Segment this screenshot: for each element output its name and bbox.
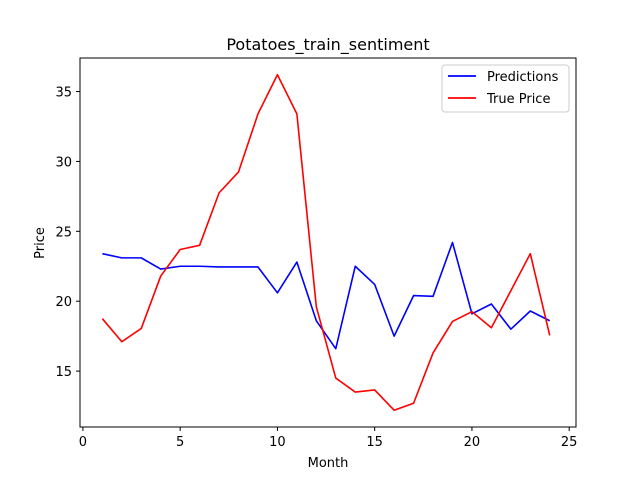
x-tick-label: 25 [561, 435, 578, 450]
x-axis: 0 5 10 15 20 25 [79, 427, 578, 450]
y-tick-label: 30 [55, 155, 72, 170]
y-tick-label: 20 [55, 295, 72, 310]
x-tick-label: 10 [269, 435, 286, 450]
y-tick-label: 35 [55, 86, 72, 101]
y-axis: 15 20 25 30 35 [55, 86, 80, 380]
x-tick-label: 20 [464, 435, 481, 450]
legend-label: True Price [486, 92, 550, 107]
series-line-predictions [102, 241, 551, 350]
legend-label: Predictions [487, 70, 559, 85]
series-line-true-price [101, 73, 551, 412]
series-layer [101, 73, 551, 412]
legend: Predictions True Price [441, 64, 570, 113]
y-tick-label: 25 [55, 225, 72, 240]
y-axis-label: Price [33, 227, 48, 259]
x-tick-label: 5 [176, 435, 184, 450]
chart-title: Potatoes_train_sentiment [226, 35, 429, 55]
plot-area-frame [79, 57, 577, 428]
y-tick-label: 15 [55, 365, 72, 380]
x-tick-label: 0 [79, 435, 87, 450]
x-tick-label: 15 [366, 435, 383, 450]
x-axis-label: Month [308, 456, 349, 471]
